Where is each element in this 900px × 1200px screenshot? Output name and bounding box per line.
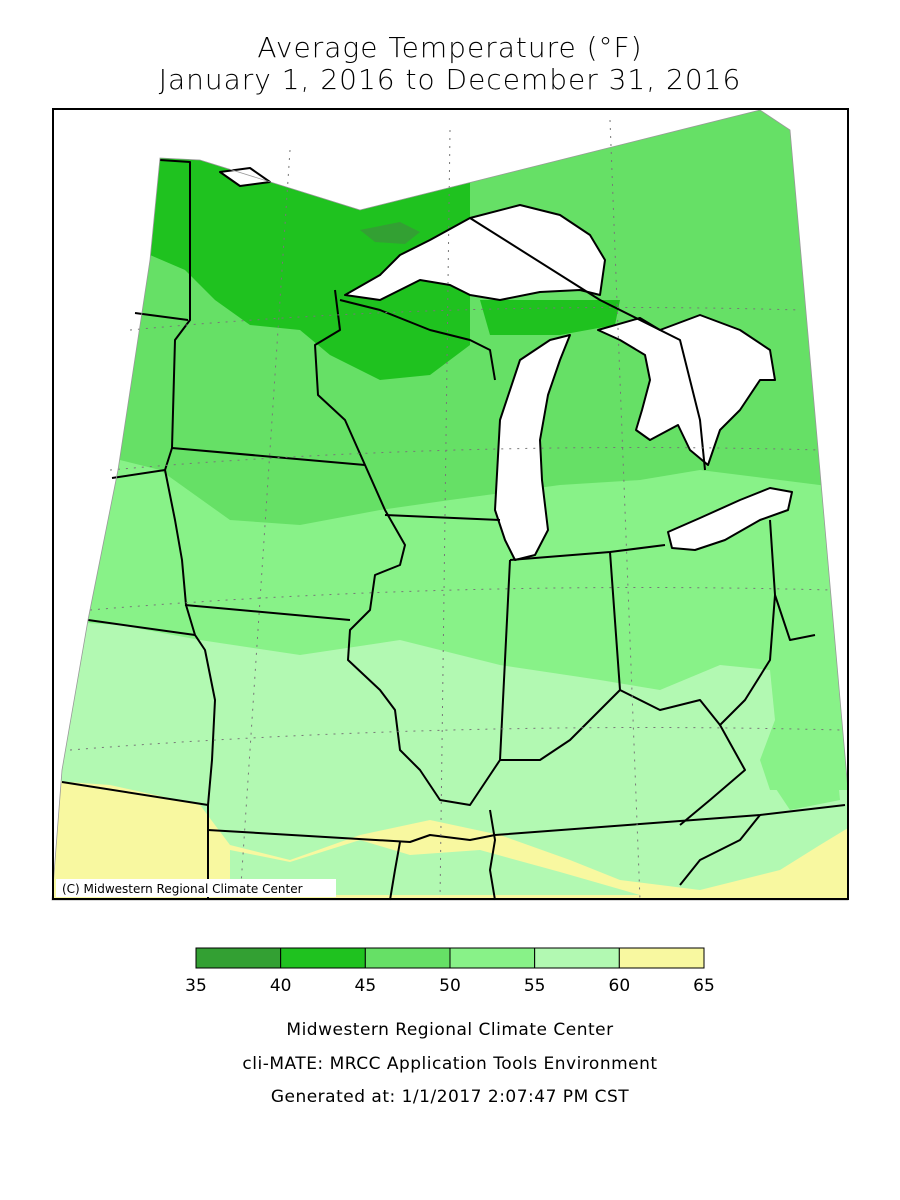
legend-swatch-55-60: [534, 947, 620, 969]
map-date-range: January 1, 2016 to December 31, 2016: [158, 63, 742, 96]
border-sd-ne: [111, 469, 166, 479]
temperature-zones: [52, 110, 848, 900]
zone-40-45: [150, 150, 470, 380]
border-oh-pa-wv: [774, 594, 816, 641]
lake-huron: [597, 314, 776, 466]
graticule-lon-2: [439, 129, 451, 901]
graticule: [69, 119, 841, 901]
legend-swatch-50-55: [449, 947, 536, 969]
border-ar-ms: [389, 841, 401, 901]
lakes: [219, 167, 793, 561]
zone-50-55-appalachia: [770, 690, 840, 810]
legend-tick-label: 50: [439, 976, 461, 996]
legend-bar: [195, 947, 705, 969]
border-tn-ms-al: [489, 809, 496, 901]
zone-35-40: [360, 222, 420, 244]
border-nd-sd: [134, 312, 189, 321]
legend-tick-label: 55: [523, 976, 546, 996]
zone-55-60: [52, 620, 848, 900]
border-tn-nc: [679, 814, 761, 886]
legend-swatch-40-45: [280, 947, 366, 969]
border-ne-ks: [87, 619, 196, 636]
border-ks-ok: [61, 781, 209, 806]
lake-superior: [344, 204, 606, 301]
legend-tick-label: 40: [269, 976, 292, 996]
legend-swatch-45-50: [364, 947, 451, 969]
map-title: Average Temperature (°F): [257, 31, 643, 64]
graticule-lat-2: [109, 447, 821, 471]
legend-tick-label: 60: [608, 976, 631, 996]
border-mn-ia: [171, 447, 366, 466]
border-wi-mi-up: [339, 299, 496, 381]
legend-swatch-35-40: [195, 947, 282, 969]
border-ia-mo: [184, 604, 351, 621]
border-ohio-river: [619, 519, 776, 726]
border-wi-il: [384, 514, 501, 521]
border-in-oh-ky: [500, 551, 621, 761]
lake-michigan: [494, 334, 571, 561]
map-frame: [52, 108, 849, 900]
lake-erie: [667, 487, 793, 551]
footer-organization: Midwestern Regional Climate Center: [286, 1020, 614, 1040]
border-ky-wv-va: [679, 724, 746, 826]
map-credit: (C) Midwestern Regional Climate Center: [62, 882, 303, 896]
legend-tick-label: 45: [354, 976, 377, 996]
graticule-lat-1: [129, 307, 801, 331]
border-western-states: [159, 159, 216, 900]
footer-generated-time: Generated at: 1/1/2017 2:07:47 PM CST: [270, 1087, 630, 1107]
border-mississippi-river: [314, 289, 511, 806]
state-borders: [61, 159, 846, 901]
graticule-lat-3: [89, 587, 831, 611]
legend-tick-label: 35: [185, 976, 207, 996]
legend-tick-label: 65: [693, 976, 715, 996]
border-us-canada: [469, 217, 706, 471]
footer-tool-name: cli-MATE: MRCC Application Tools Environ…: [242, 1054, 658, 1074]
credit-background: [56, 879, 336, 897]
legend-swatch-60-65: [618, 947, 705, 969]
